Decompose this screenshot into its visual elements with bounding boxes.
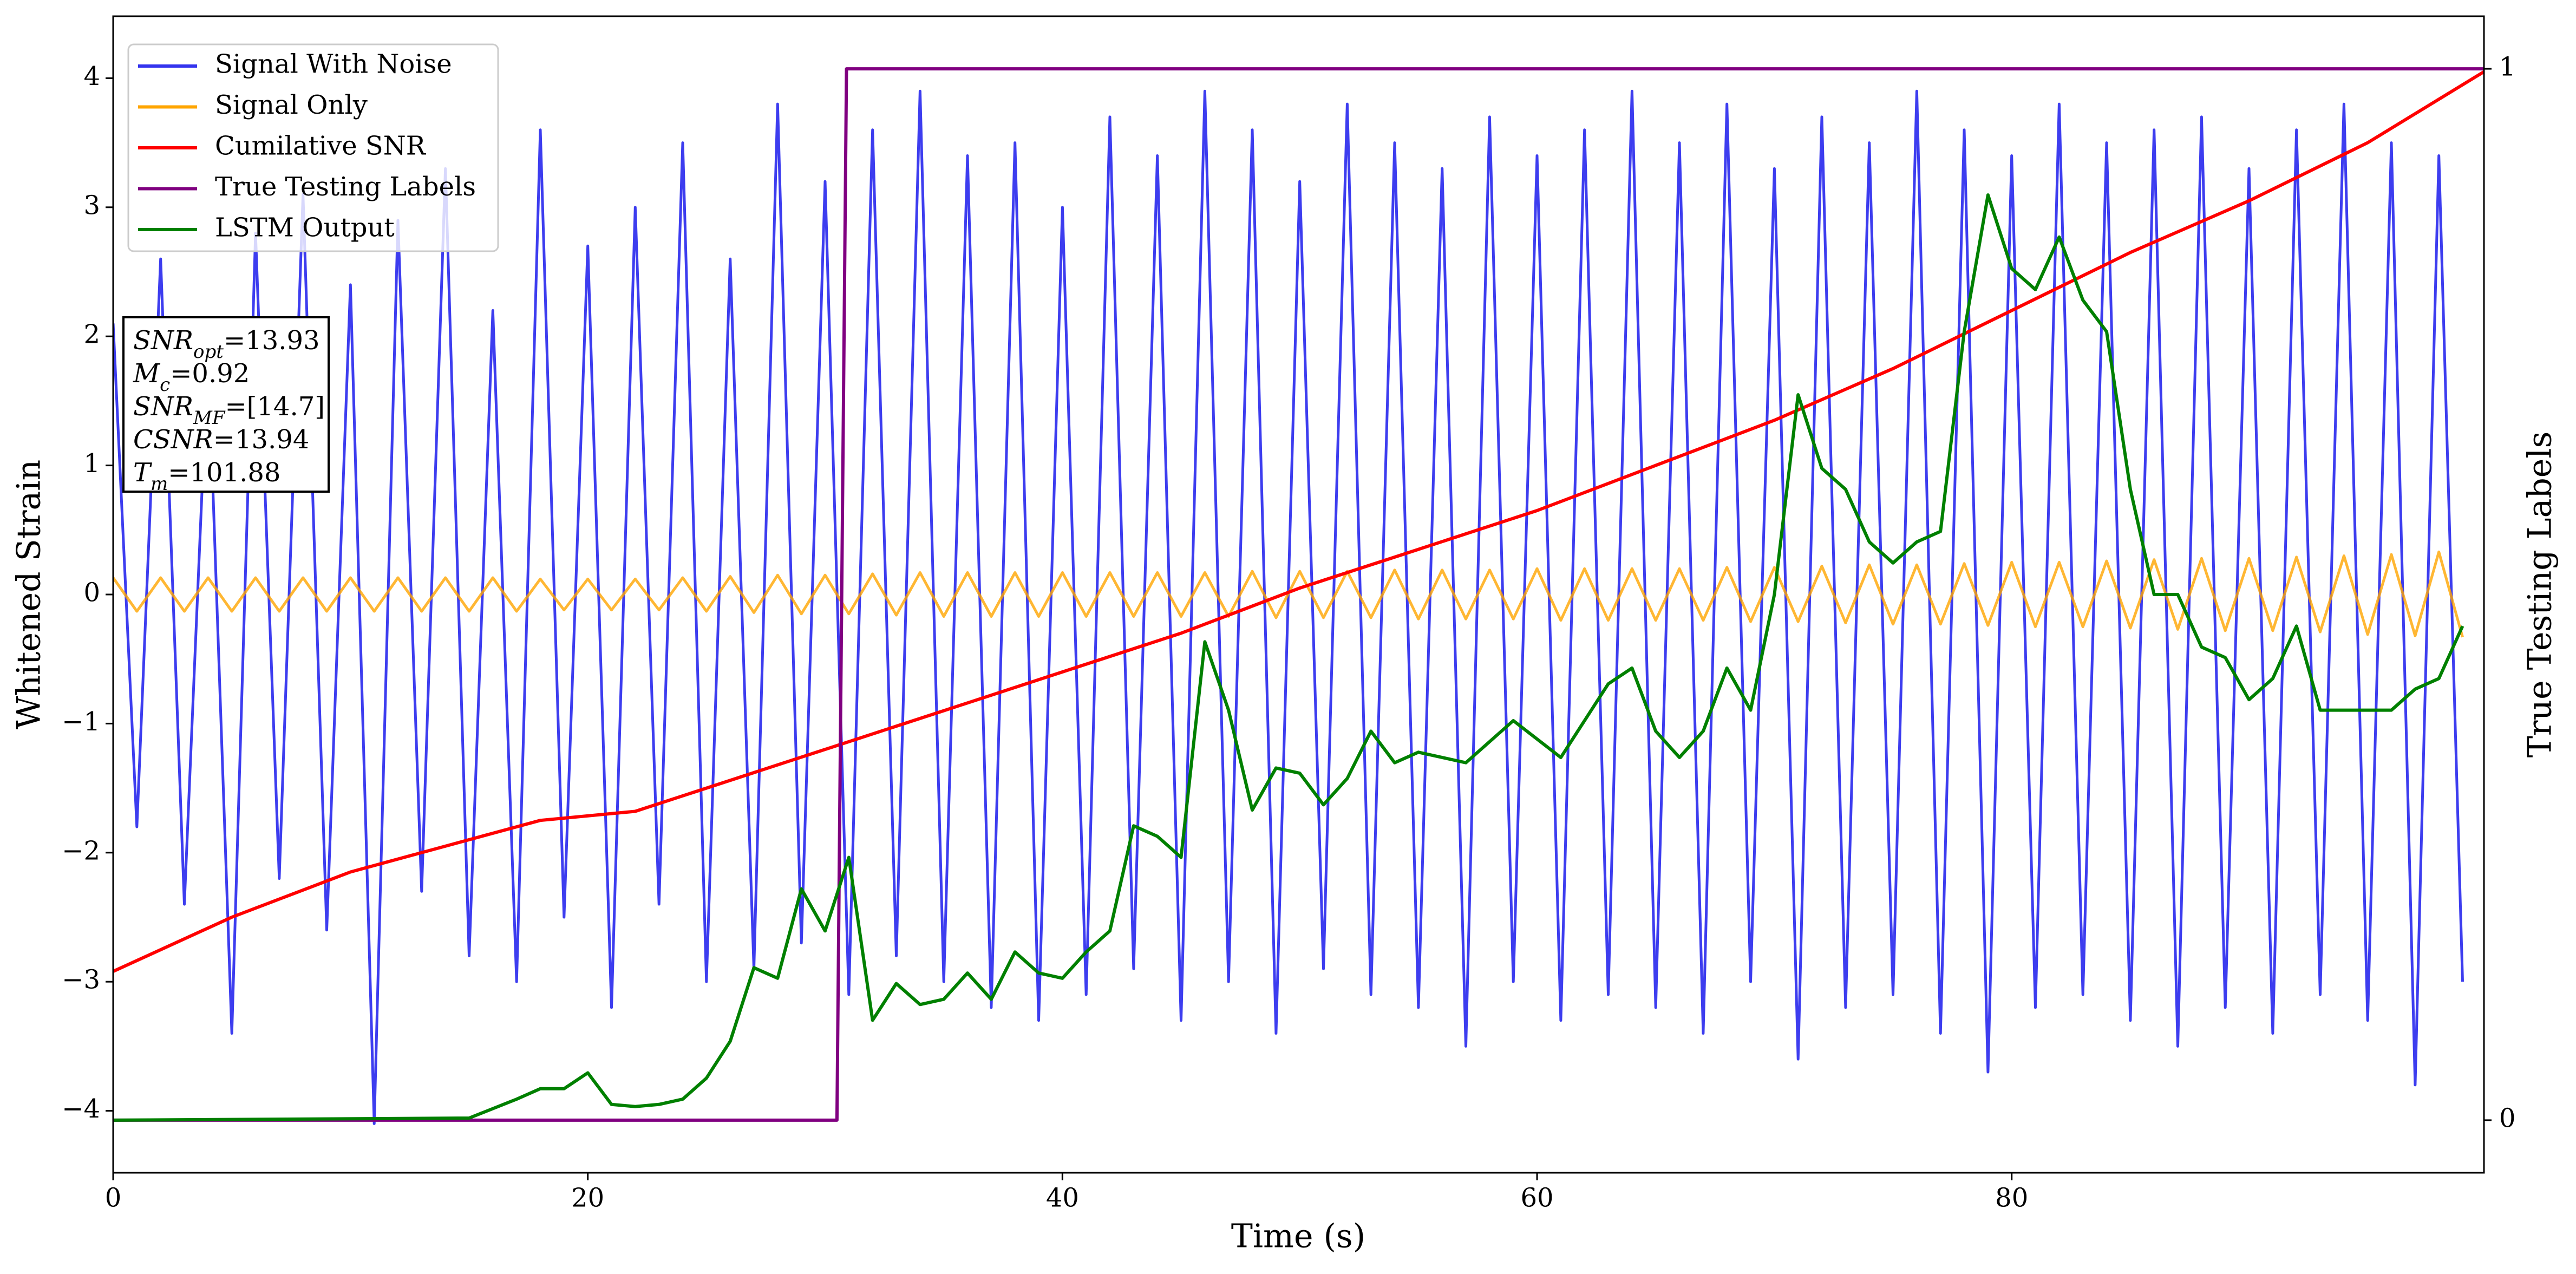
annotation-line: SNRopt=13.93 — [133, 325, 320, 363]
y-tick-label: 0 — [83, 578, 100, 608]
annotation-value: =101.88 — [168, 458, 280, 488]
annotation-symbol: SNR — [133, 325, 193, 356]
annotation-value: =0.92 — [170, 358, 250, 389]
annotation-line: SNRMF=[14.7] — [133, 391, 325, 429]
x-tick-label: 40 — [1046, 1183, 1079, 1213]
y-axis-label: Whitened Strain — [10, 460, 48, 729]
annotation-subscript: opt — [193, 341, 224, 363]
x-tick-label: 60 — [1520, 1183, 1553, 1213]
y-tick-label: 2 — [83, 319, 100, 350]
annotation-symbol: M — [133, 358, 161, 389]
y-tick-label: 4 — [83, 61, 100, 92]
legend-label: Signal Only — [215, 90, 368, 120]
legend-label: Signal With Noise — [215, 49, 452, 80]
y2-tick-label: 1 — [2499, 52, 2516, 82]
x-axis-label: Time (s) — [1231, 1218, 1365, 1256]
annotation-line: CSNR=13.94 — [133, 424, 309, 455]
y-tick-label: −4 — [62, 1094, 100, 1124]
annotation-box — [122, 316, 330, 493]
y-tick-label: −3 — [62, 965, 100, 995]
annotation-value: =[14.7] — [225, 391, 325, 422]
y-tick-label: −2 — [62, 835, 100, 866]
annotation-subscript: m — [151, 473, 168, 495]
annotation-line: Tm=101.88 — [133, 458, 280, 495]
annotation-subscript: MF — [193, 407, 226, 429]
series-line — [113, 89, 2464, 1125]
legend-label: Cumilative SNR — [215, 131, 427, 161]
series-line — [113, 67, 2484, 1122]
x-tick-label: 20 — [571, 1183, 604, 1213]
annotation-value: =13.93 — [224, 325, 320, 356]
annotation-symbol: SNR — [133, 391, 193, 422]
annotation-symbol: T — [133, 458, 152, 488]
series-line — [113, 70, 2484, 973]
y-tick-label: 3 — [83, 190, 100, 220]
annotation-symbol: CSNR — [133, 424, 213, 455]
y-tick-label: −1 — [62, 707, 100, 737]
annotation-line: Mc=0.92 — [133, 358, 250, 396]
y-tick-label: 1 — [83, 448, 100, 479]
annotation-subscript: c — [160, 374, 170, 396]
legend-label: LSTM Output — [215, 213, 395, 243]
series-line — [113, 550, 2464, 638]
plot-lines — [113, 67, 2484, 1125]
legend-box — [127, 43, 499, 252]
annotation-value: =13.94 — [213, 424, 310, 455]
series-line — [113, 193, 2464, 1122]
legend-label: True Testing Labels — [215, 172, 476, 202]
x-tick-label: 0 — [105, 1183, 122, 1213]
x-tick-label: 80 — [1995, 1183, 2028, 1213]
y2-tick-label: 0 — [2499, 1103, 2516, 1133]
y2-axis-label: True Testing Labels — [2521, 432, 2559, 758]
